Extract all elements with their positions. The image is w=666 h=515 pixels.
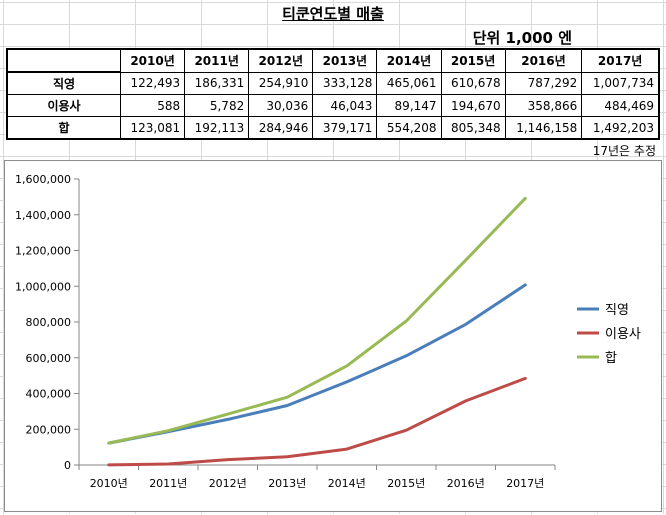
unit-label[interactable]: 단위 1,000 엔	[472, 29, 572, 47]
y-tick-label: 1,400,000	[15, 209, 71, 222]
series-line	[107, 376, 527, 467]
header-corner-cell[interactable]	[6, 48, 121, 73]
value-cell[interactable]: 805,348	[440, 116, 506, 140]
x-tick-label: 2012년	[209, 477, 247, 490]
value-cell[interactable]: 1,492,203	[581, 116, 660, 140]
value-cell[interactable]: 122,493	[119, 71, 186, 95]
value-cell[interactable]: 46,043	[312, 94, 378, 117]
header-year-cell[interactable]: 2015년	[440, 48, 506, 73]
value-cell[interactable]: 610,678	[440, 71, 506, 95]
y-tick-label: 1,200,000	[15, 245, 71, 258]
header-year-cell[interactable]: 2013년	[312, 48, 378, 73]
chart-svg: 0 200,000 400,000 600,000 800,000 1,000,000 1,…	[15, 173, 641, 490]
value-cell[interactable]: 358,866	[504, 94, 583, 117]
value-cell[interactable]: 333,128	[312, 71, 378, 95]
value-cell[interactable]: 787,292	[504, 71, 583, 95]
header-year-cell[interactable]: 2017년	[581, 48, 660, 73]
value-cell[interactable]: 5,782	[184, 94, 250, 117]
x-tick-label: 2014년	[328, 477, 366, 490]
value-cell[interactable]: 123,081	[119, 116, 186, 140]
y-tick-label: 200,000	[26, 423, 72, 436]
x-tick-label: 2013년	[268, 477, 306, 490]
line-chart[interactable]: 0 200,000 400,000 600,000 800,000 1,000,000 1,…	[4, 160, 662, 512]
y-tick-label: 1,000,000	[15, 280, 71, 293]
y-tick-label: 800,000	[26, 316, 72, 329]
value-cell[interactable]: 465,061	[376, 71, 442, 95]
y-tick-label: 1,600,000	[15, 173, 71, 186]
row-label-cell[interactable]: 합	[6, 116, 121, 140]
legend-label: 직영	[605, 303, 629, 318]
row-label-cell[interactable]: 직영	[6, 71, 121, 95]
row-label-cell[interactable]: 이용사	[6, 94, 121, 117]
value-cell[interactable]: 30,036	[248, 94, 314, 117]
header-year-cell[interactable]: 2010년	[119, 48, 186, 73]
x-tick-label: 2016년	[447, 477, 485, 490]
legend-label: 이용사	[605, 327, 641, 342]
header-year-cell[interactable]: 2016년	[504, 48, 583, 73]
table-row: 직영 122,493 186,331 254,910 333,128 465,0…	[6, 71, 660, 95]
value-cell[interactable]: 89,147	[376, 94, 442, 117]
series-line	[107, 283, 527, 445]
legend-label: 합	[605, 351, 617, 366]
value-cell[interactable]: 254,910	[248, 71, 314, 95]
value-cell[interactable]: 1,007,734	[581, 71, 660, 95]
estimate-note[interactable]: 17년은 추정	[592, 144, 656, 158]
sheet-title[interactable]: 티쿤연도별 매출	[282, 5, 384, 23]
value-cell[interactable]: 588	[119, 94, 186, 117]
value-cell[interactable]: 379,171	[312, 116, 378, 140]
y-tick-label: 0	[64, 459, 71, 472]
x-tick-label: 2017년	[506, 477, 544, 490]
value-cell[interactable]: 284,946	[248, 116, 314, 140]
x-tick-label: 2011년	[149, 477, 187, 490]
value-cell[interactable]: 554,208	[376, 116, 442, 140]
header-year-cell[interactable]: 2011년	[184, 48, 250, 73]
sales-table: 2010년 2011년 2012년 2013년 2014년 2015년 2016…	[6, 48, 660, 140]
x-tick-label: 2010년	[90, 477, 128, 490]
value-cell[interactable]: 1,146,158	[504, 116, 583, 140]
table-header-row: 2010년 2011년 2012년 2013년 2014년 2015년 2016…	[6, 48, 660, 73]
y-tick-label: 600,000	[26, 352, 72, 365]
table-row: 이용사 588 5,782 30,036 46,043 89,147 194,6…	[6, 94, 660, 117]
value-cell[interactable]: 186,331	[184, 71, 250, 95]
series-line	[107, 196, 527, 445]
x-tick-label: 2015년	[387, 477, 425, 490]
y-tick-label: 400,000	[26, 388, 72, 401]
value-cell[interactable]: 192,113	[184, 116, 250, 140]
header-year-cell[interactable]: 2014년	[376, 48, 442, 73]
value-cell[interactable]: 194,670	[440, 94, 506, 117]
header-year-cell[interactable]: 2012년	[248, 48, 314, 73]
table-row: 합 123,081 192,113 284,946 379,171 554,20…	[6, 116, 660, 140]
value-cell[interactable]: 484,469	[581, 94, 660, 117]
